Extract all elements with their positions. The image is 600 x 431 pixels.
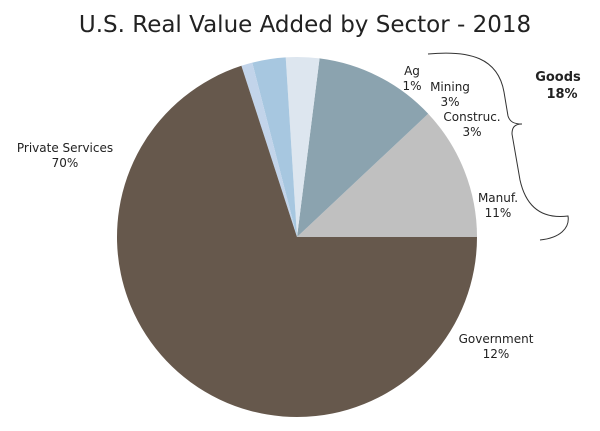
slice-label-private-services-name: Private Services bbox=[17, 141, 113, 155]
slice-label-construc-name: Construc. bbox=[443, 110, 500, 124]
slice-label-private-services-value: 70% bbox=[52, 156, 79, 170]
pie-slice-construc bbox=[285, 57, 320, 237]
pie-slice-government bbox=[297, 113, 477, 237]
slice-label-ag-name: Ag bbox=[404, 64, 420, 78]
pie-slice-mining bbox=[252, 57, 297, 237]
slice-label-manuf-name: Manuf. bbox=[478, 191, 518, 205]
slice-label-manuf-value: 11% bbox=[485, 206, 512, 220]
goods-annotation-value: 18% bbox=[546, 87, 577, 102]
pie-slices bbox=[117, 57, 478, 418]
slice-label-construc-value: 3% bbox=[462, 125, 481, 139]
pie-slice-ag bbox=[241, 62, 297, 237]
pie-slice-private-services bbox=[117, 65, 478, 418]
goods-brace bbox=[427, 52, 569, 241]
slice-label-government-name: Government bbox=[459, 332, 534, 346]
pie-slice-manuf bbox=[297, 58, 429, 237]
slice-label-mining-value: 3% bbox=[440, 95, 459, 109]
chart-title: U.S. Real Value Added by Sector - 2018 bbox=[79, 12, 531, 38]
slice-label-ag-value: 1% bbox=[402, 79, 421, 93]
slice-label-mining-name: Mining bbox=[430, 80, 470, 94]
goods-annotation-name: Goods bbox=[535, 70, 581, 85]
slice-label-government-value: 12% bbox=[483, 347, 510, 361]
